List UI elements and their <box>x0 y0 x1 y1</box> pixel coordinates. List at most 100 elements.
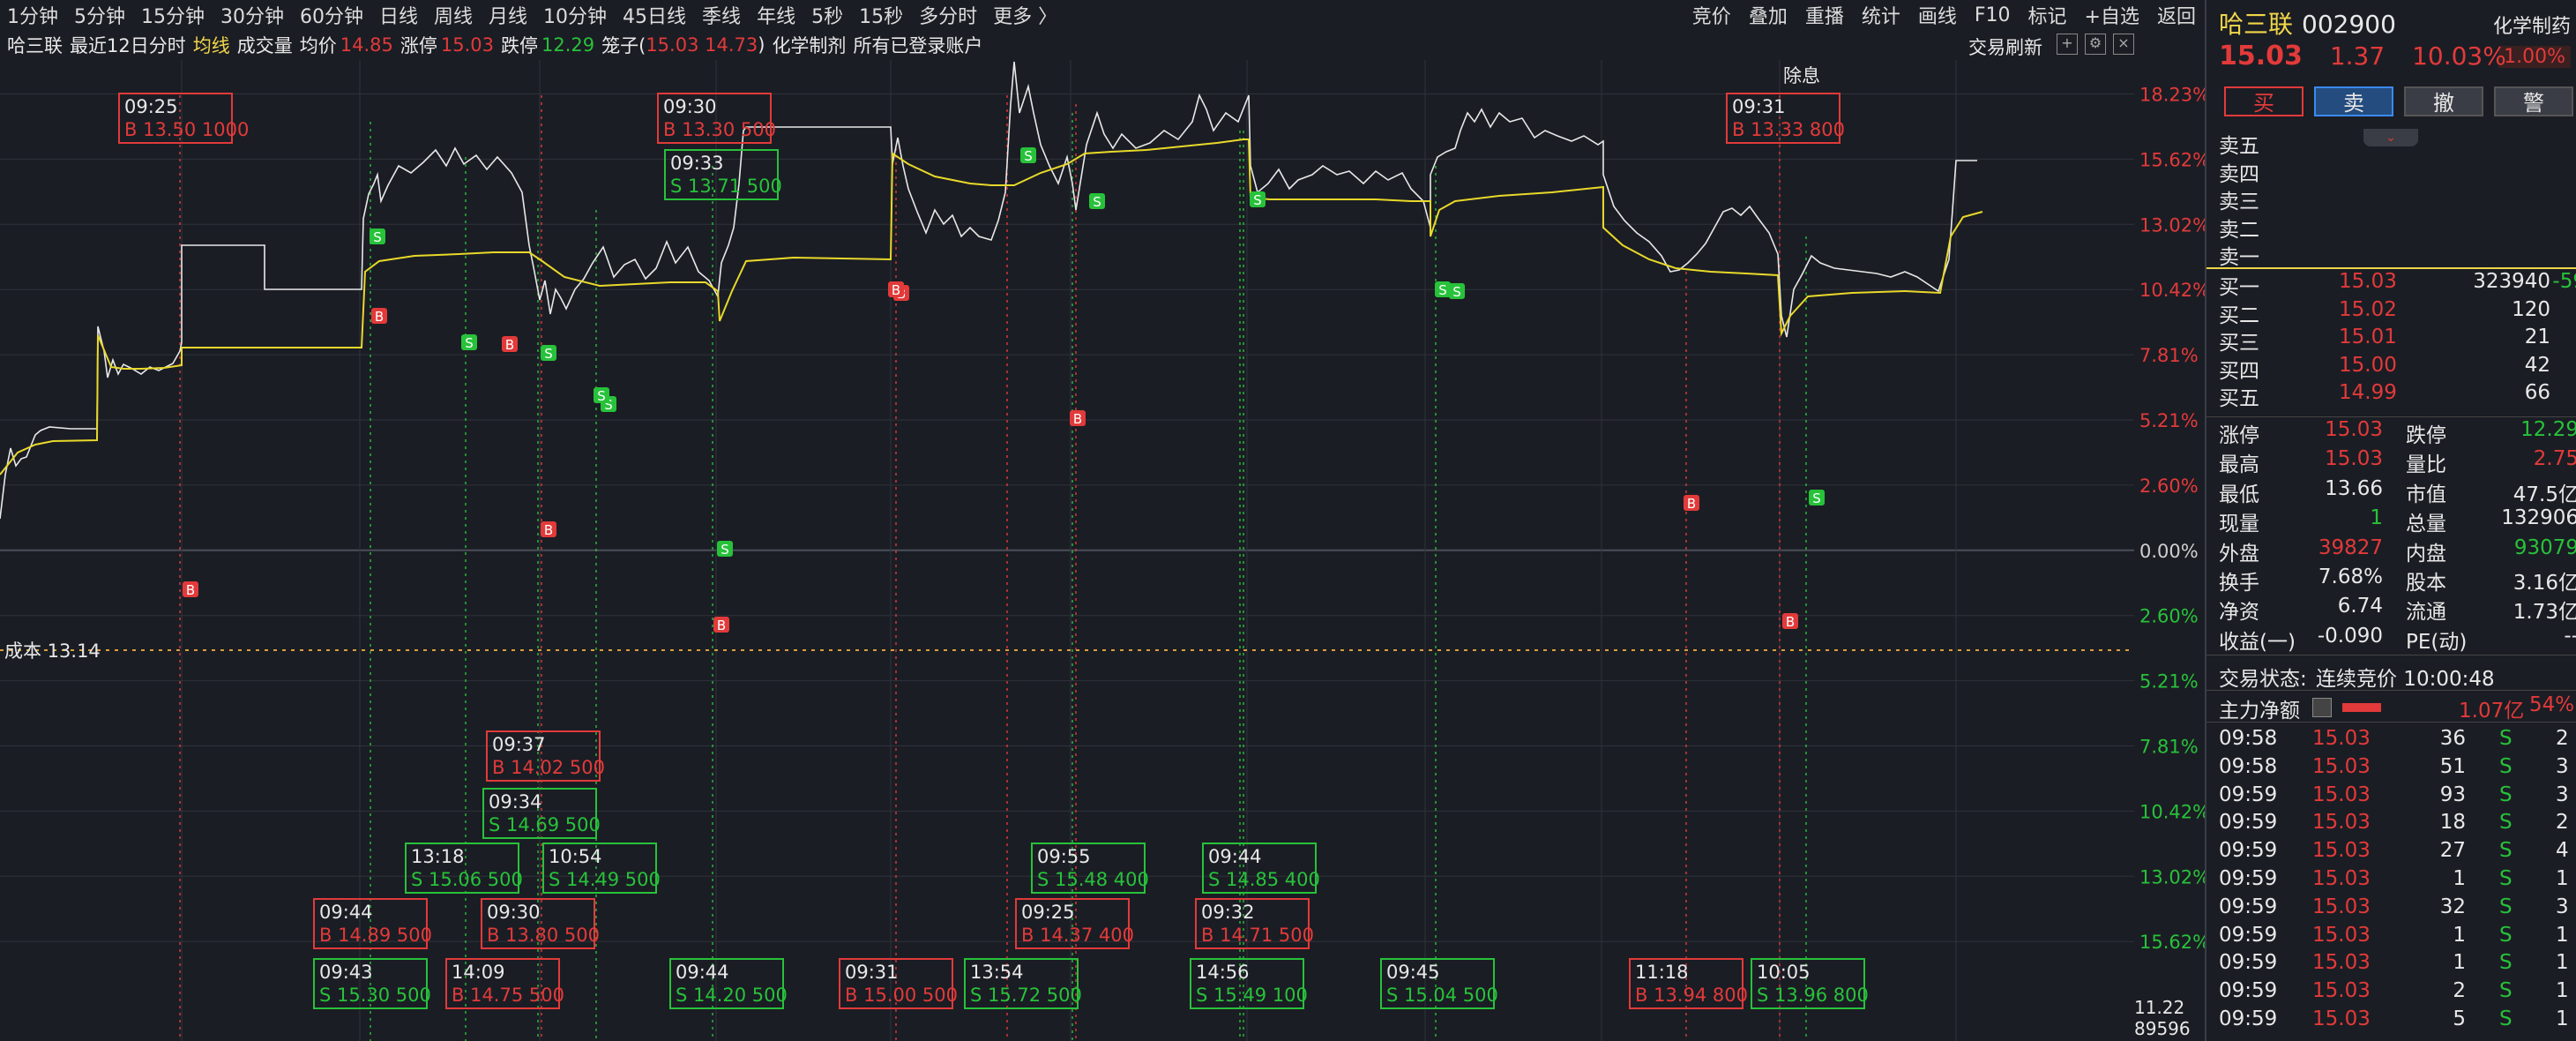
tick-row[interactable]: 09:59 15.03 1 S 1 <box>2219 867 2572 895</box>
tf-daily[interactable]: 日线 <box>379 6 419 28</box>
buy-button[interactable]: 买 <box>2224 86 2303 116</box>
stats-row[interactable]: 外盘 39827 内盘 93079 <box>2219 536 2576 565</box>
sell-annotation[interactable]: 09:55S 15.48 400 <box>1031 843 1149 894</box>
ask-row[interactable]: 卖一 <box>2219 240 2572 269</box>
buy-annotation[interactable]: 09:31B 15.00 500 <box>839 958 958 1009</box>
sell-marker[interactable]: S <box>1809 490 1825 506</box>
stats-row[interactable]: 收益(一) -0.090 PE(动) -- <box>2219 625 2576 654</box>
tf-60min[interactable]: 60分钟 <box>300 6 363 28</box>
tf-multi-intraday[interactable]: 多分时 <box>919 6 978 28</box>
sell-annotation[interactable]: 09:44S 14.85 400 <box>1202 843 1320 894</box>
ask-row[interactable]: 卖四 <box>2219 157 2572 186</box>
sell-annotation[interactable]: 09:45S 15.04 500 <box>1380 958 1498 1009</box>
sell-marker[interactable]: S <box>594 387 609 404</box>
tick-row[interactable]: 09:59 15.03 93 S 3 <box>2219 783 2572 811</box>
bid-row[interactable]: 买五 14.99 66 <box>2219 381 2572 410</box>
tick-row[interactable]: 09:59 15.03 1 S 1 <box>2219 924 2572 951</box>
buy-annotation[interactable]: 09:44B 14.89 500 <box>313 898 432 949</box>
add-icon[interactable]: + <box>2057 34 2078 55</box>
stats-row[interactable]: 现量 1 总量 132906 <box>2219 506 2576 535</box>
sell-marker[interactable]: S <box>1020 147 1036 164</box>
bid-row[interactable]: 买二 15.02 120 <box>2219 298 2572 327</box>
tick-row[interactable]: 09:58 15.03 51 S 3 <box>2219 755 2572 783</box>
stats-row[interactable]: 换手 7.68% 股本 3.16亿 <box>2219 565 2576 595</box>
close-icon[interactable]: × <box>2113 34 2134 55</box>
menu-overlay[interactable]: 叠加 <box>1748 6 1788 28</box>
sell-marker[interactable]: S <box>717 541 733 558</box>
tf-more[interactable]: 更多 〉 <box>993 6 1058 28</box>
buy-marker[interactable]: B <box>1070 410 1086 427</box>
sell-annotation[interactable]: 13:54S 15.72 500 <box>964 958 1082 1009</box>
tf-45day[interactable]: 45日线 <box>623 6 687 28</box>
menu-mark[interactable]: 标记 <box>2027 6 2067 28</box>
trade-refresh[interactable]: 交易刷新 <box>1968 37 2042 58</box>
sell-marker[interactable]: S <box>461 334 477 351</box>
buy-marker[interactable]: B <box>1782 613 1798 630</box>
sell-marker[interactable]: S <box>1089 193 1105 210</box>
sell-annotation[interactable]: 10:54S 14.49 500 <box>542 843 661 894</box>
buy-marker[interactable]: B <box>502 336 518 353</box>
menu-stats[interactable]: 统计 <box>1861 6 1900 28</box>
chevron-down-icon[interactable]: ⌄ <box>2363 129 2418 146</box>
buy-annotation[interactable]: 09:30B 13.30 500 <box>657 93 776 144</box>
sell-annotation[interactable]: 10:05S 13.96 800 <box>1751 958 1869 1009</box>
buy-annotation[interactable]: 09:25B 13.50 1000 <box>118 93 249 144</box>
volume-toggle[interactable]: 成交量 <box>236 35 293 56</box>
tf-10min[interactable]: 10分钟 <box>543 6 608 28</box>
buy-annotation[interactable]: 09:32B 14.71 500 <box>1195 898 1314 949</box>
industry-tag[interactable]: 化学制药 <box>2492 16 2571 38</box>
tf-30min[interactable]: 30分钟 <box>220 6 284 28</box>
menu-replay[interactable]: 重播 <box>1804 6 1844 28</box>
tf-5sec[interactable]: 5秒 <box>811 6 844 28</box>
buy-annotation[interactable]: 11:18B 13.94 800 <box>1629 958 1748 1009</box>
sell-annotation[interactable]: 09:43S 15.30 500 <box>313 958 431 1009</box>
sell-marker[interactable]: S <box>1449 283 1465 300</box>
accounts-label[interactable]: 所有已登录账户 <box>853 35 983 56</box>
sell-marker[interactable]: S <box>370 228 385 245</box>
stats-row[interactable]: 涨停 15.03 跌停 12.29 <box>2219 418 2576 447</box>
sell-annotation[interactable]: 13:18S 15.06 500 <box>405 843 523 894</box>
sell-annotation[interactable]: 09:44S 14.20 500 <box>669 958 788 1009</box>
buy-marker[interactable]: B <box>371 308 387 325</box>
settings-icon[interactable]: ⚙ <box>2085 34 2106 55</box>
stats-row[interactable]: 净资 6.74 流通 1.73亿 <box>2219 595 2576 624</box>
intraday-chart[interactable]: 18.23% 15.62% 13.02% 10.42% 7.81% 5.21% 2.60% 0… <box>0 60 2205 1041</box>
stats-row[interactable]: 最高 15.03 量比 2.75 <box>2219 447 2576 476</box>
tf-15min[interactable]: 15分钟 <box>141 6 205 28</box>
buy-annotation[interactable]: 09:25B 14.37 400 <box>1015 898 1134 949</box>
tf-yearly[interactable]: 年线 <box>757 6 796 28</box>
buy-marker[interactable]: B <box>713 617 729 633</box>
alert-button[interactable]: 警 <box>2494 86 2573 116</box>
tick-row[interactable]: 09:59 15.03 2 S 1 <box>2219 979 2572 1007</box>
tick-row[interactable]: 09:58 15.03 36 S 2 <box>2219 727 2572 754</box>
tick-row[interactable]: 09:59 15.03 5 S 1 <box>2219 1007 2572 1035</box>
tf-15sec[interactable]: 15秒 <box>859 6 904 28</box>
tf-monthly[interactable]: 月线 <box>489 6 528 28</box>
buy-marker[interactable]: B <box>888 281 904 298</box>
buy-marker[interactable]: B <box>541 521 556 538</box>
tf-weekly[interactable]: 周线 <box>434 6 474 28</box>
menu-add-watchlist[interactable]: +自选 <box>2084 6 2139 28</box>
tf-quarterly[interactable]: 季线 <box>702 6 742 28</box>
tf-1min[interactable]: 1分钟 <box>7 6 58 28</box>
cancel-order-button[interactable]: 撤 <box>2404 86 2483 116</box>
stats-row[interactable]: 最低 13.66 市值 47.5亿 <box>2219 477 2576 506</box>
tick-row[interactable]: 09:59 15.03 1 S 1 <box>2219 951 2572 978</box>
bid-row[interactable]: 买三 15.01 21 <box>2219 326 2572 355</box>
sell-marker[interactable]: S <box>541 345 556 362</box>
sell-annotation[interactable]: 14:56S 15.49 100 <box>1190 958 1308 1009</box>
chart-mode[interactable]: 最近12日分时 <box>70 35 186 56</box>
bid-row[interactable]: 买四 15.00 42 <box>2219 354 2572 383</box>
ask-row[interactable]: 卖三 <box>2219 184 2572 213</box>
buy-annotation[interactable]: 14:09B 14.75 500 <box>445 958 564 1009</box>
tick-row[interactable]: 09:59 15.03 18 S 2 <box>2219 811 2572 838</box>
sell-annotation[interactable]: 09:34S 14.69 500 <box>482 788 601 839</box>
buy-annotation[interactable]: 09:37B 14.02 500 <box>486 730 605 782</box>
sell-marker[interactable]: S <box>1435 281 1451 298</box>
avg-line-toggle[interactable]: 均线 <box>192 35 230 56</box>
buy-annotation[interactable]: 09:31B 13.33 800 <box>1726 93 1845 144</box>
sell-marker[interactable]: S <box>1250 191 1266 208</box>
ask-row[interactable]: 卖五 <box>2219 129 2572 158</box>
buy-marker[interactable]: B <box>1684 495 1699 512</box>
sell-annotation[interactable]: 09:33S 13.71 500 <box>664 149 782 200</box>
